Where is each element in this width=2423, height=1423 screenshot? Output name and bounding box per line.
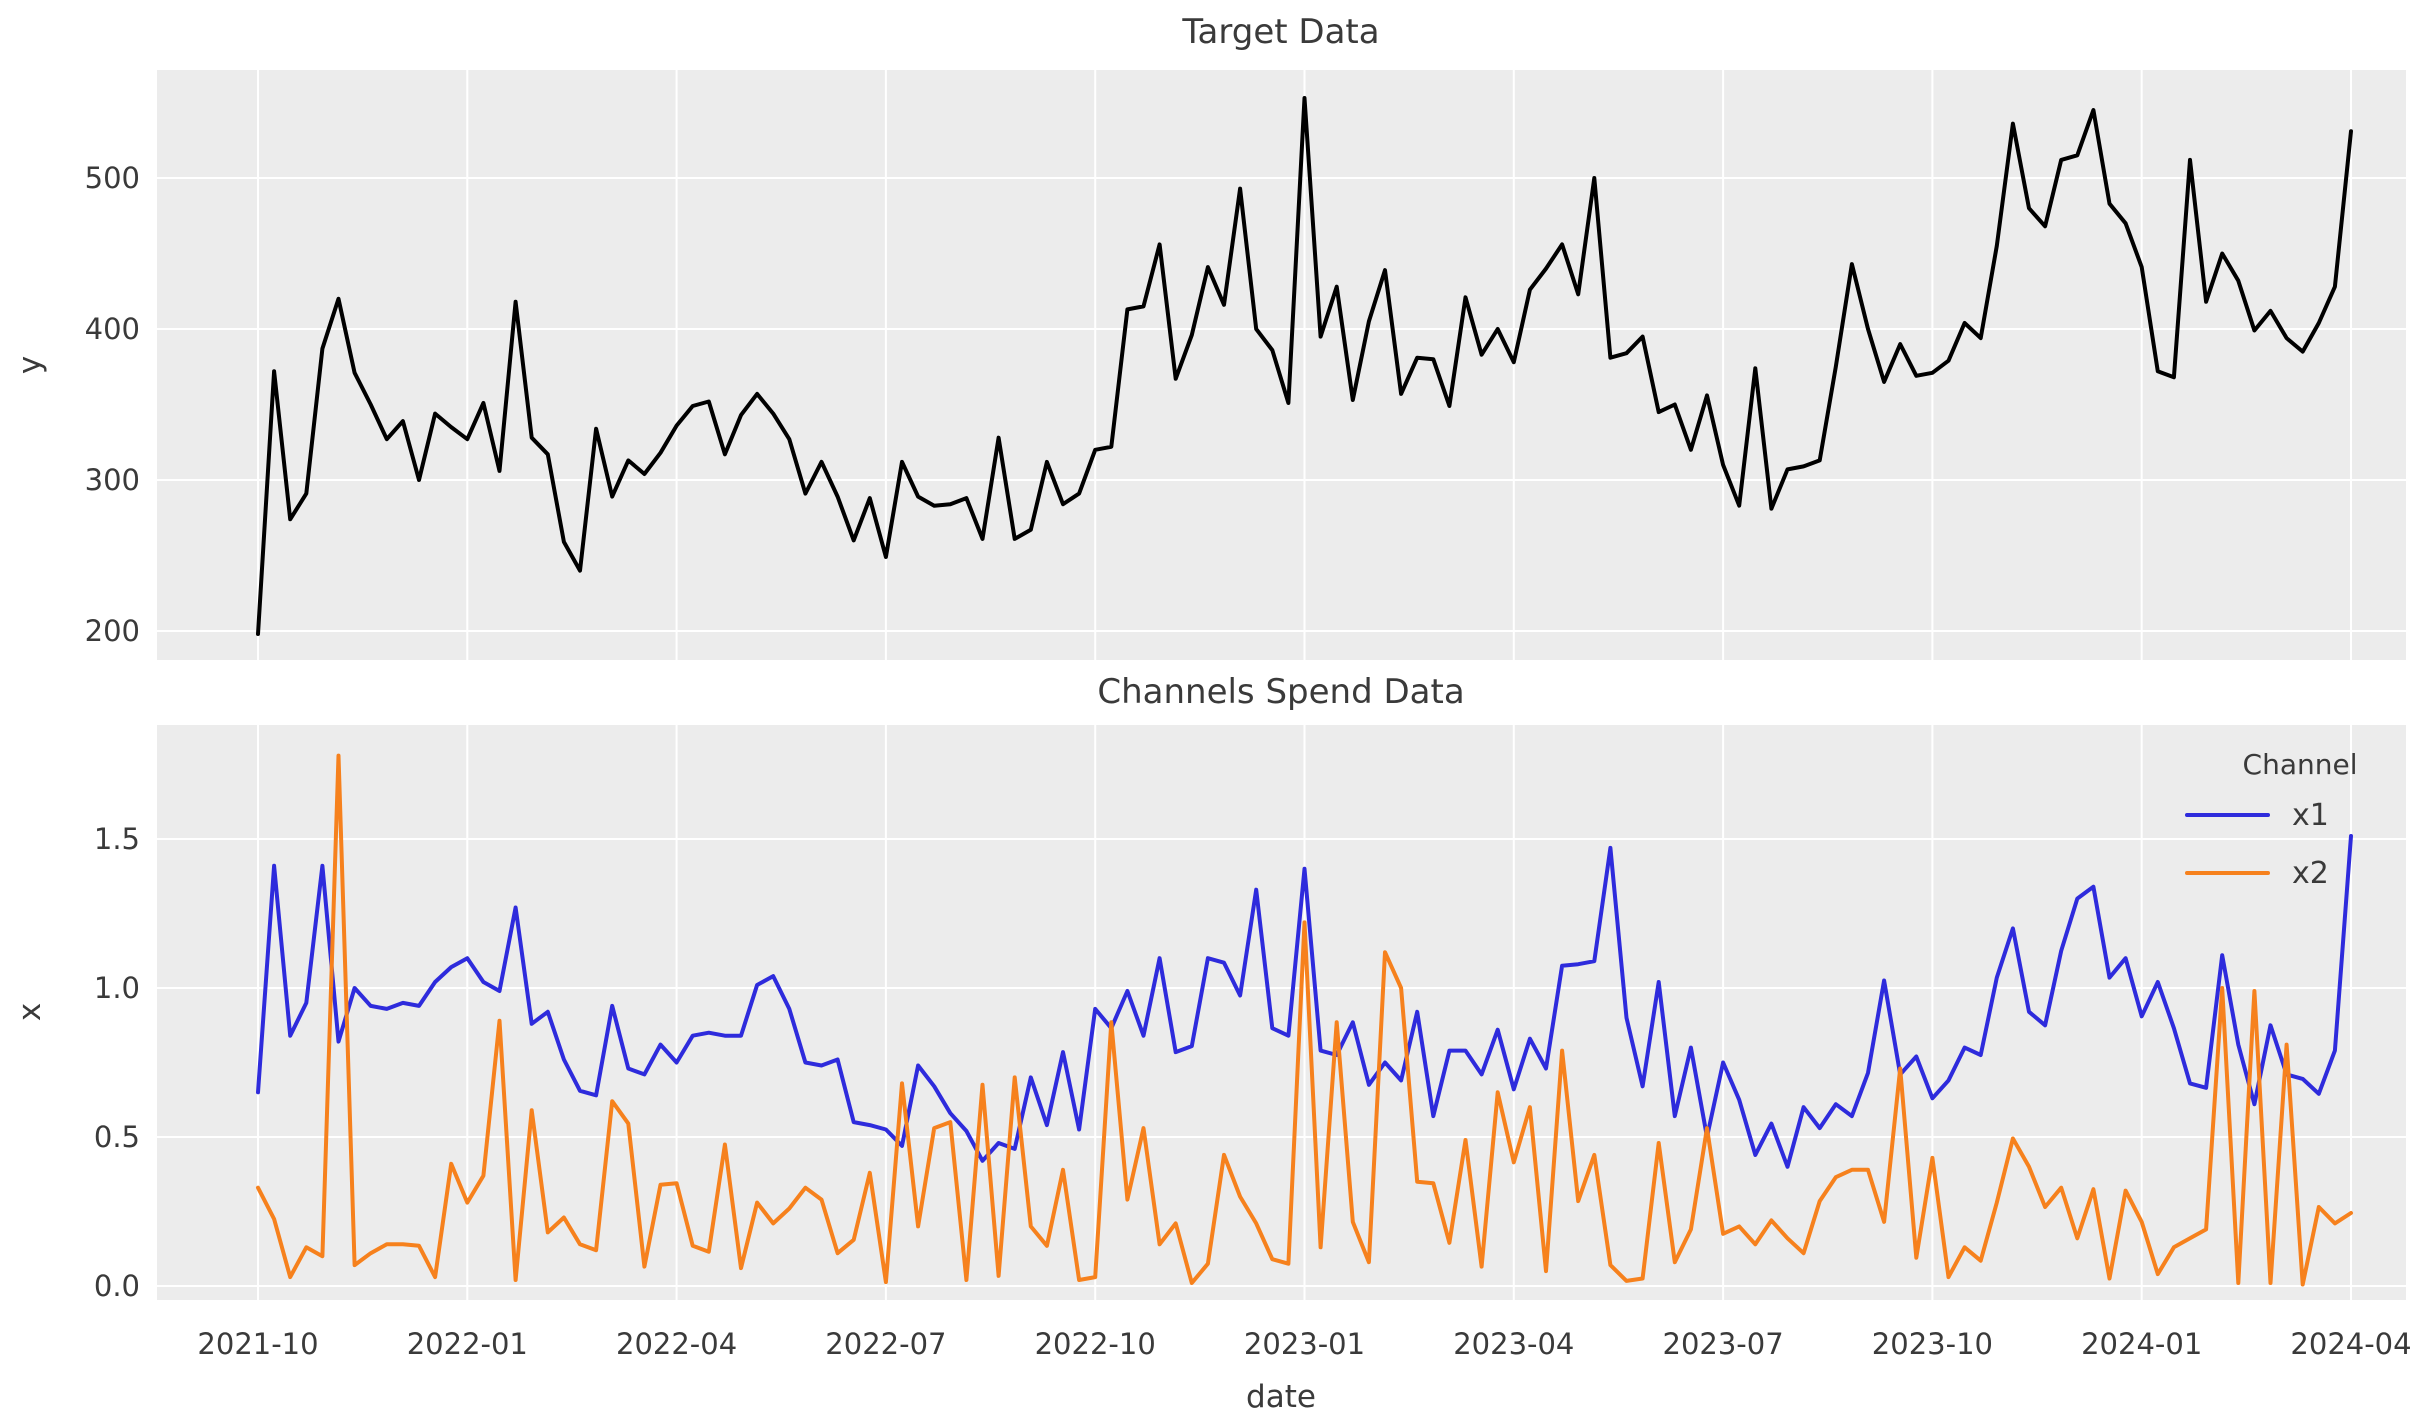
x-tick-label: 2023-01 [1243, 1327, 1366, 1361]
y-tick-label: 500 [84, 161, 140, 195]
y-tick-label: 1.5 [93, 822, 140, 856]
x-tick-label: 2024-01 [2081, 1327, 2203, 1361]
y-tick-label: 0.5 [93, 1120, 140, 1154]
x-tick-label: 2022-01 [406, 1327, 528, 1361]
y-tick-label: 0.0 [93, 1269, 140, 1303]
legend-item-x2: x2 [2185, 855, 2415, 891]
x-tick-label: 2022-10 [1034, 1327, 1156, 1361]
y-tick-label: 300 [84, 463, 140, 497]
x-tick-label: 2022-07 [825, 1327, 947, 1361]
x2-line-swatch [2185, 871, 2270, 875]
legend: Channel x1 x2 [2185, 748, 2415, 913]
bottom-y-axis-label: x [12, 1002, 48, 1022]
legend-label-x2: x2 [2292, 855, 2329, 891]
legend-title: Channel [2242, 748, 2358, 781]
legend-label-x1: x1 [2292, 797, 2329, 833]
x-tick-label: 2021-10 [197, 1327, 319, 1361]
top-y-axis-label: y [12, 355, 48, 375]
x-tick-label: 2023-07 [1662, 1327, 1784, 1361]
x1-line-swatch [2185, 813, 2270, 817]
y-tick-label: 400 [84, 312, 140, 346]
x-tick-label: 2024-04 [2290, 1327, 2412, 1361]
x-tick-label: 2023-10 [1871, 1327, 1993, 1361]
top-chart-title: Target Data [1182, 12, 1380, 52]
y-tick-label: 1.0 [93, 971, 140, 1005]
y-tick-label: 200 [84, 614, 140, 648]
x-axis-label: date [1246, 1379, 1316, 1415]
bottom-chart-title: Channels Spend Data [1097, 672, 1465, 712]
x-tick-label: 2023-04 [1453, 1327, 1575, 1361]
legend-item-x1: x1 [2185, 797, 2415, 833]
x-tick-label: 2022-04 [616, 1327, 738, 1361]
